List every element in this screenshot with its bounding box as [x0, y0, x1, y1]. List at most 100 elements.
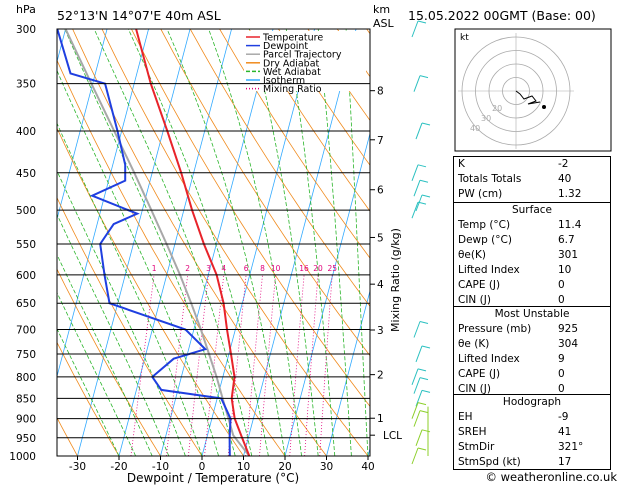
wet-adiabat-line [166, 29, 286, 456]
wind-barb [411, 201, 419, 219]
mixing-ratio-line [304, 274, 319, 456]
pressure-tick-label: 600 [16, 270, 36, 282]
mixing-ratio-label: 10 [271, 264, 281, 273]
wet-adiabat-line [64, 29, 236, 456]
legend-label: Dewpoint [263, 41, 308, 52]
mu-row: CAPE (J) 0 [458, 368, 565, 380]
x-tick-label: -30 [69, 461, 86, 473]
hpa-label: hPa [16, 3, 36, 16]
wind-barb-flag [419, 410, 429, 414]
km-tick-label: LCL [383, 430, 402, 442]
hodo-row: StmSpd (kt) 17 [458, 456, 572, 468]
wind-barb-flag [417, 368, 427, 372]
wind-barb [413, 410, 421, 427]
wind-barb-flag [417, 201, 427, 205]
dry-adiabat-line [57, 127, 244, 456]
mixing-ratio-label: 16 [299, 264, 309, 273]
pressure-tick-label: 550 [16, 239, 36, 251]
mixing-ratio-label: 25 [327, 264, 337, 273]
km-tick-label: 3 [377, 325, 384, 337]
x-tick-label: 40 [361, 461, 374, 473]
mu-row: Pressure (mb) 925 [458, 323, 579, 335]
pressure-tick-label: 750 [16, 349, 36, 361]
wind-barb-flag [417, 20, 427, 24]
surface-row: Lifted Index 10 [458, 264, 572, 276]
legend-label: Isotherm [263, 76, 305, 87]
pressure-tick-label: 350 [16, 79, 36, 91]
mixing-ratio-label: 6 [244, 264, 249, 273]
mixing-ratio-line [166, 274, 189, 456]
mixing-ratio-line [188, 274, 209, 456]
wind-barb-flag [421, 345, 431, 349]
x-tick-label: -20 [110, 461, 127, 473]
pressure-tick-label: 1000 [9, 451, 36, 463]
x-tick-label: 10 [237, 461, 250, 473]
wind-barbs [411, 20, 431, 465]
dry-adiabat-line [278, 29, 370, 166]
x-tick-label: -10 [152, 461, 169, 473]
mixing-ratio-label: 4 [221, 264, 226, 273]
x-tick-label: 20 [278, 461, 291, 473]
surface-row: Dewp (°C) 6.7 [458, 234, 575, 246]
wind-barb-flag [417, 164, 427, 168]
wind-barb [415, 345, 423, 363]
mixing-ratio-line [259, 274, 276, 456]
hodograph-panel: Hodograph EH -9 SREH 41 StmDir 321° StmSpd … [453, 394, 611, 470]
legend-label: Mixing Ratio [263, 84, 322, 95]
isotherm-line [118, 29, 232, 456]
index-row: PW (cm) 1.32 [458, 188, 582, 200]
mixing-ratio-label: 20 [313, 264, 323, 273]
wind-barb-flag [421, 194, 431, 198]
isotherm-line [284, 132, 370, 456]
temperature-line [135, 29, 251, 456]
wind-barb [413, 377, 421, 394]
wind-barb [415, 429, 423, 446]
mixing-ratio-line [289, 274, 305, 456]
wind-barb-flag [419, 179, 429, 183]
wind-barb-flag [417, 447, 427, 451]
km-tick-label: 1 [377, 413, 384, 425]
dry-adiabat-line [248, 29, 370, 212]
isotherm-line [201, 29, 315, 456]
dry-adiabat-line [57, 417, 78, 456]
km-tick-label: 6 [377, 185, 384, 197]
wind-barb [411, 447, 419, 465]
mixing-ratio-label: 8 [260, 264, 265, 273]
wind-barb [411, 20, 419, 38]
x-tick-label: 0 [199, 461, 206, 473]
hodograph-title: Hodograph [502, 396, 562, 408]
hodograph-ring-label: 40 [470, 124, 480, 133]
wind-barb-flag [419, 321, 429, 324]
indices-panel: K -2 Totals Totals 40 PW (cm) 1.32 [453, 156, 611, 204]
mu-row: CIN (J) 0 [458, 383, 565, 395]
surface-row: CIN (J) 0 [458, 294, 565, 306]
x-tick-label: 30 [320, 461, 333, 473]
hodograph-trace [515, 90, 541, 105]
most-unstable-panel: Most Unstable Pressure (mb) 925 θe (K) 304… [453, 306, 611, 396]
surface-row: CAPE (J) 0 [458, 279, 565, 291]
wet-adiabat-line [208, 29, 302, 456]
wet-adiabat-line [57, 69, 219, 456]
wind-barb-flag [421, 122, 431, 126]
surface-title: Surface [511, 204, 552, 216]
isotherm-line [77, 29, 191, 456]
datetime-label: 15.05.2022 00GMT (Base: 00) [408, 8, 596, 23]
isotherm-line [160, 29, 274, 456]
isotherm-line [57, 29, 108, 221]
hodo-row: StmDir 321° [458, 441, 584, 453]
pressure-tick-label: 300 [16, 24, 36, 36]
dry-adiabat-line [57, 59, 286, 456]
legend-label: Dry Adiabat [263, 58, 320, 69]
wet-adiabat-line [127, 29, 269, 456]
wind-barb [413, 321, 421, 338]
pressure-tick-label: 450 [16, 168, 36, 180]
pressure-tick-label: 800 [16, 372, 36, 384]
pressure-tick-label: 850 [16, 393, 36, 405]
hodo-row: SREH 41 [458, 426, 572, 438]
hodograph-ring-label: 20 [492, 104, 502, 113]
legend-label: Parcel Trajectory [263, 50, 342, 61]
isotherm-line [243, 29, 357, 456]
km-tick-label: 7 [377, 135, 384, 147]
wind-barb [413, 75, 421, 92]
